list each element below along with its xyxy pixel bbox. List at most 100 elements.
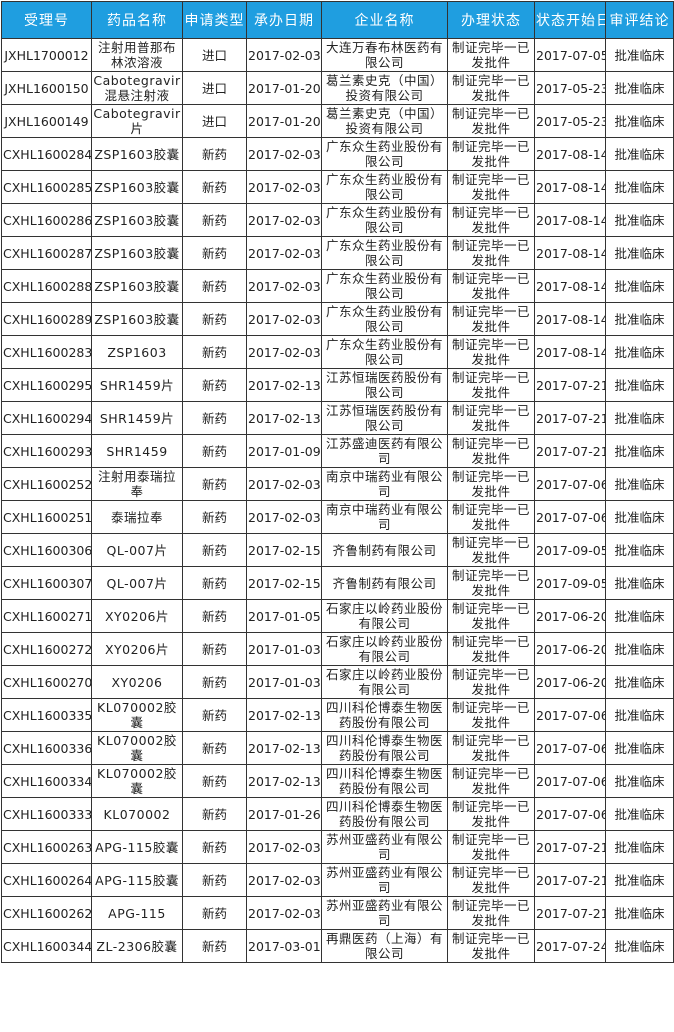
- cell-filing-date: 2017-02-03: [246, 896, 322, 930]
- table-row: CXHL1600288 ZSP1603胶囊 新药 2017-02-03 广东众生药业股份…: [1, 269, 674, 303]
- cell-company-name: 苏州亚盛药业有限公司: [321, 863, 448, 897]
- cell-application-type: 新药: [182, 830, 247, 864]
- cell-review-conclusion: 批准临床: [605, 698, 674, 732]
- cell-drug-name: 泰瑞拉奉: [91, 500, 183, 534]
- cell-filing-date: 2017-02-03: [246, 203, 322, 237]
- cell-drug-name: XY0206: [91, 665, 183, 699]
- cell-processing-status: 制证完毕一已发批件: [447, 500, 535, 534]
- cell-application-type: 新药: [182, 698, 247, 732]
- table-row: CXHL1600271 XY0206片 新药 2017-01-05 石家庄以岭药业股份有…: [1, 599, 674, 633]
- table-row: CXHL1600307 QL-007片 新药 2017-02-15 齐鲁制药有限公司 制证…: [1, 566, 674, 600]
- cell-company-name: 苏州亚盛药业有限公司: [321, 830, 448, 864]
- cell-status-start-date: 2017-05-23: [534, 71, 606, 105]
- cell-status-start-date: 2017-08-14: [534, 170, 606, 204]
- table-row: CXHL1600287 ZSP1603胶囊 新药 2017-02-03 广东众生药业股份…: [1, 236, 674, 270]
- cell-drug-name: SHR1459片: [91, 401, 183, 435]
- cell-company-name: 江苏恒瑞医药股份有限公司: [321, 401, 448, 435]
- cell-acceptance-no: CXHL1600288: [1, 269, 92, 303]
- cell-acceptance-no: CXHL1600251: [1, 500, 92, 534]
- cell-application-type: 新药: [182, 236, 247, 270]
- cell-processing-status: 制证完毕一已发批件: [447, 137, 535, 171]
- cell-review-conclusion: 批准临床: [605, 566, 674, 600]
- cell-filing-date: 2017-02-03: [246, 137, 322, 171]
- cell-acceptance-no: CXHL1600270: [1, 665, 92, 699]
- table-row: CXHL1600295 SHR1459片 新药 2017-02-13 江苏恒瑞医药股份有…: [1, 368, 674, 402]
- cell-status-start-date: 2017-07-21: [534, 368, 606, 402]
- cell-filing-date: 2017-02-03: [246, 335, 322, 369]
- cell-review-conclusion: 批准临床: [605, 269, 674, 303]
- cell-application-type: 新药: [182, 929, 247, 963]
- cell-review-conclusion: 批准临床: [605, 104, 674, 138]
- table-row: JXHL1600149 Cabotegravir片 进口 2017-01-20 葛兰素史…: [1, 104, 674, 138]
- table-row: JXHL1600150 Cabotegravir混悬注射液 进口 2017-01-20…: [1, 71, 674, 105]
- column-header-filing-date: 承办日期: [246, 1, 322, 39]
- cell-processing-status: 制证完毕一已发批件: [447, 632, 535, 666]
- cell-processing-status: 制证完毕一已发批件: [447, 302, 535, 336]
- cell-acceptance-no: CXHL1600252: [1, 467, 92, 501]
- cell-filing-date: 2017-02-13: [246, 401, 322, 435]
- cell-filing-date: 2017-01-20: [246, 71, 322, 105]
- cell-status-start-date: 2017-07-06: [534, 731, 606, 765]
- cell-application-type: 新药: [182, 203, 247, 237]
- cell-application-type: 新药: [182, 731, 247, 765]
- cell-company-name: 广东众生药业股份有限公司: [321, 137, 448, 171]
- cell-review-conclusion: 批准临床: [605, 137, 674, 171]
- cell-processing-status: 制证完毕一已发批件: [447, 566, 535, 600]
- cell-filing-date: 2017-02-13: [246, 731, 322, 765]
- cell-drug-name: APG-115: [91, 896, 183, 930]
- cell-application-type: 新药: [182, 170, 247, 204]
- cell-status-start-date: 2017-08-14: [534, 335, 606, 369]
- cell-review-conclusion: 批准临床: [605, 929, 674, 963]
- cell-review-conclusion: 批准临床: [605, 863, 674, 897]
- cell-processing-status: 制证完毕一已发批件: [447, 368, 535, 402]
- cell-status-start-date: 2017-08-14: [534, 269, 606, 303]
- cell-acceptance-no: CXHL1600289: [1, 302, 92, 336]
- cell-drug-name: XY0206片: [91, 632, 183, 666]
- cell-application-type: 新药: [182, 335, 247, 369]
- cell-acceptance-no: CXHL1600287: [1, 236, 92, 270]
- cell-processing-status: 制证完毕一已发批件: [447, 203, 535, 237]
- cell-filing-date: 2017-02-03: [246, 269, 322, 303]
- cell-review-conclusion: 批准临床: [605, 38, 674, 72]
- table-row: CXHL1600294 SHR1459片 新药 2017-02-13 江苏恒瑞医药股份有…: [1, 401, 674, 435]
- cell-acceptance-no: CXHL1600285: [1, 170, 92, 204]
- cell-company-name: 广东众生药业股份有限公司: [321, 335, 448, 369]
- cell-application-type: 新药: [182, 269, 247, 303]
- table-body: JXHL1700012 注射用普那布林浓溶液 进口 2017-02-03 大连万春布林医…: [1, 38, 674, 963]
- cell-acceptance-no: CXHL1600294: [1, 401, 92, 435]
- cell-company-name: 石家庄以岭药业股份有限公司: [321, 632, 448, 666]
- cell-company-name: 再鼎医药（上海）有限公司: [321, 929, 448, 963]
- cell-drug-name: SHR1459片: [91, 368, 183, 402]
- cell-company-name: 四川科伦博泰生物医药股份有限公司: [321, 764, 448, 798]
- column-header-review-conclusion: 审评结论: [605, 1, 674, 39]
- cell-drug-name: APG-115胶囊: [91, 863, 183, 897]
- cell-review-conclusion: 批准临床: [605, 764, 674, 798]
- cell-processing-status: 制证完毕一已发批件: [447, 698, 535, 732]
- cell-acceptance-no: CXHL1600272: [1, 632, 92, 666]
- cell-filing-date: 2017-01-09: [246, 434, 322, 468]
- cell-acceptance-no: CXHL1600284: [1, 137, 92, 171]
- cell-drug-name: QL-007片: [91, 533, 183, 567]
- cell-company-name: 江苏恒瑞医药股份有限公司: [321, 368, 448, 402]
- cell-company-name: 广东众生药业股份有限公司: [321, 302, 448, 336]
- table-row: CXHL1600286 ZSP1603胶囊 新药 2017-02-03 广东众生药业股份…: [1, 203, 674, 237]
- cell-filing-date: 2017-02-03: [246, 830, 322, 864]
- cell-company-name: 齐鲁制药有限公司: [321, 566, 448, 600]
- cell-acceptance-no: CXHL1600344: [1, 929, 92, 963]
- table-row: JXHL1700012 注射用普那布林浓溶液 进口 2017-02-03 大连万春布林医…: [1, 38, 674, 72]
- cell-review-conclusion: 批准临床: [605, 236, 674, 270]
- cell-application-type: 新药: [182, 665, 247, 699]
- cell-review-conclusion: 批准临床: [605, 665, 674, 699]
- cell-application-type: 新药: [182, 401, 247, 435]
- cell-filing-date: 2017-01-26: [246, 797, 322, 831]
- cell-application-type: 新药: [182, 632, 247, 666]
- cell-review-conclusion: 批准临床: [605, 533, 674, 567]
- cell-company-name: 石家庄以岭药业股份有限公司: [321, 599, 448, 633]
- cell-processing-status: 制证完毕一已发批件: [447, 401, 535, 435]
- table-row: CXHL1600334 KL070002胶囊 新药 2017-02-13 四川科伦博泰生…: [1, 764, 674, 798]
- cell-status-start-date: 2017-07-06: [534, 500, 606, 534]
- cell-company-name: 四川科伦博泰生物医药股份有限公司: [321, 731, 448, 765]
- cell-acceptance-no: CXHL1600333: [1, 797, 92, 831]
- cell-processing-status: 制证完毕一已发批件: [447, 170, 535, 204]
- table-row: CXHL1600262 APG-115 新药 2017-02-03 苏州亚盛药业有限公司…: [1, 896, 674, 930]
